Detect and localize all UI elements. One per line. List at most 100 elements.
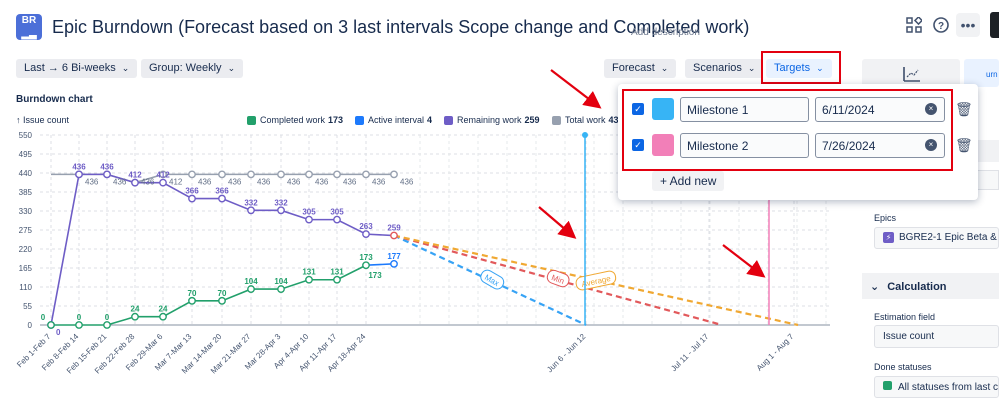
- estimation-value: Issue count: [883, 331, 935, 342]
- panel-field-stub[interactable]: [975, 170, 999, 190]
- milestone-1-name-input[interactable]: Milestone 1: [680, 96, 809, 122]
- group-label: Group: Weekly: [149, 62, 222, 74]
- legend-active-value: 4: [427, 115, 433, 125]
- trash-icon[interactable]: 🗑: [955, 136, 973, 153]
- completed-point: [390, 259, 398, 268]
- chevron-down-icon: ⌄: [660, 63, 669, 73]
- remaining-data-label: 305: [330, 208, 344, 217]
- milestone-2-name: Milestone 2: [687, 138, 749, 153]
- remaining-point: [218, 194, 226, 203]
- forecast-dropdown[interactable]: Forecast ⌄: [604, 59, 677, 78]
- chevron-down-icon: ⌄: [870, 281, 880, 293]
- total-point: [188, 170, 196, 179]
- legend-remaining[interactable]: Remaining work 259: [444, 115, 540, 125]
- milestone-2-name-input[interactable]: Milestone 2: [680, 132, 809, 158]
- milestone-1-color[interactable]: [652, 98, 674, 120]
- remaining-point: [131, 178, 139, 187]
- estimation-field-label: Estimation field: [874, 312, 936, 322]
- y-tick-label: 550: [19, 131, 33, 140]
- calculation-section[interactable]: ⌄ Calculation: [862, 273, 999, 299]
- total-point: [159, 170, 167, 179]
- legend-remaining-value: 259: [524, 115, 540, 125]
- page-title: Epic Burndown (Forecast based on 3 last …: [52, 17, 750, 37]
- add-description-link[interactable]: Add description: [631, 27, 700, 38]
- forecast-tag-min: Min: [546, 269, 570, 288]
- legend-completed[interactable]: Completed work 173: [247, 115, 343, 125]
- group-dropdown[interactable]: Group: Weekly ⌄: [141, 59, 244, 78]
- milestone-1-checkbox[interactable]: ✓: [632, 103, 644, 115]
- total-point: [390, 170, 398, 179]
- legend-total-label: Total work: [565, 115, 606, 125]
- more-icon[interactable]: •••: [956, 13, 980, 37]
- chart-type-tab[interactable]: [862, 59, 960, 87]
- trash-icon[interactable]: 🗑: [955, 100, 973, 117]
- done-statuses-label: Done statuses: [874, 362, 932, 372]
- total-data-label: 436: [198, 177, 212, 186]
- apps-icon[interactable]: [902, 13, 926, 37]
- legend-total-swatch: [552, 115, 561, 125]
- dark-button[interactable]: [990, 12, 999, 38]
- remaining-data-label: 366: [215, 187, 229, 196]
- milestone-2-color[interactable]: [652, 134, 674, 156]
- total-data-label: 436: [85, 177, 99, 186]
- active-interval-line: [365, 263, 395, 267]
- epic-item-label: BGRE2-1 Epic Beta & Ga: [899, 232, 998, 243]
- remaining-point: [390, 231, 398, 240]
- remaining-data-label: 436: [100, 162, 114, 171]
- remaining-point: [362, 230, 370, 239]
- total-point: [277, 170, 285, 179]
- clear-icon[interactable]: ×: [925, 102, 937, 115]
- project-logo[interactable]: BR ▂▃: [16, 14, 42, 40]
- chart-icon: [903, 67, 920, 82]
- y-tick-label: 495: [19, 150, 33, 159]
- epic-item[interactable]: ⚡ BGRE2-1 Epic Beta & Ga: [874, 227, 999, 249]
- y-tick-label: 330: [19, 207, 33, 216]
- scenarios-label: Scenarios: [693, 62, 742, 74]
- range-dropdown[interactable]: Last → 6 Bi-weeks ⌄: [16, 59, 138, 78]
- legend-completed-value: 173: [328, 115, 344, 125]
- milestone-2-date-input[interactable]: 7/26/2024 ×: [815, 132, 945, 158]
- completed-data-label: 104: [274, 277, 288, 286]
- completed-data-label: 0: [41, 313, 46, 322]
- highlight-box-targets: [761, 51, 841, 84]
- legend-completed-label: Completed work: [260, 115, 326, 125]
- remaining-data-label: 0: [56, 328, 61, 337]
- completed-data-label: 173: [368, 271, 382, 280]
- estimation-field-select[interactable]: Issue count: [874, 325, 999, 348]
- milestone-row-1: ✓ Milestone 1 6/11/2024 × 🗑: [632, 96, 973, 122]
- completed-data-label: 0: [77, 313, 82, 322]
- forecast-tag-max: Max: [480, 269, 505, 290]
- add-new-button[interactable]: + Add new: [652, 171, 725, 191]
- legend-total[interactable]: Total work 43: [552, 115, 619, 125]
- completed-point: [103, 321, 111, 329]
- chevron-down-icon: ⌄: [121, 63, 130, 73]
- total-point: [247, 170, 255, 179]
- y-tick-label: 0: [28, 321, 33, 330]
- remaining-data-label: 436: [72, 162, 86, 171]
- forecast-line-average: [393, 234, 799, 327]
- y-tick-label: 55: [23, 302, 32, 311]
- total-data-label: 436: [372, 177, 386, 186]
- epics-label: Epics: [874, 213, 897, 223]
- completed-data-label: 24: [131, 305, 140, 314]
- chart-title: Burndown chart: [16, 94, 93, 105]
- help-icon[interactable]: ?: [929, 13, 953, 37]
- legend-completed-swatch: [247, 115, 256, 125]
- completed-data-label: 131: [302, 268, 316, 277]
- forecast-line-min: [393, 234, 723, 327]
- forecast-label: Forecast: [612, 62, 655, 74]
- done-statuses-value: All statuses from last c: [898, 382, 999, 393]
- done-statuses-select[interactable]: All statuses from last c: [874, 376, 999, 398]
- milestone-2-checkbox[interactable]: ✓: [632, 139, 644, 151]
- scenarios-dropdown[interactable]: Scenarios ⌄: [685, 59, 764, 78]
- remaining-data-label: 259: [387, 224, 401, 233]
- remaining-data-label: 305: [302, 208, 316, 217]
- forecast-tag-min-bg: [546, 269, 570, 288]
- remaining-data-label: 412: [128, 171, 142, 180]
- total-data-label: 436: [343, 177, 357, 186]
- milestone-1-date-input[interactable]: 6/11/2024 ×: [815, 96, 945, 122]
- clear-icon[interactable]: ×: [925, 138, 937, 151]
- legend-active[interactable]: Active interval 4: [355, 115, 432, 125]
- burndown-tab[interactable]: urn: [964, 59, 999, 87]
- targets-dropdown[interactable]: Targets ⌄: [766, 59, 832, 78]
